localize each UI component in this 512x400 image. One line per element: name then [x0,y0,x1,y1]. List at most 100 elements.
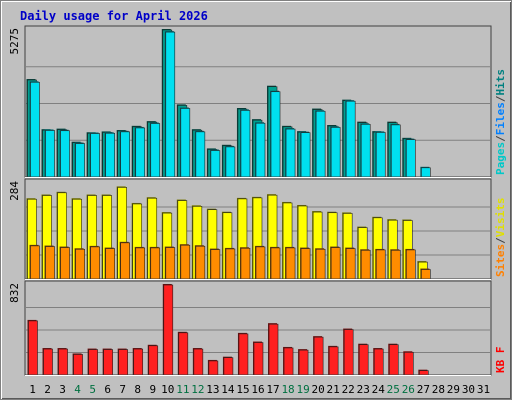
bar-kb-f [238,333,249,376]
x-tick-label: 10 [161,383,174,396]
x-tick-label: 27 [417,383,430,396]
bar-kb-f [118,349,128,376]
bar-files [255,122,266,178]
bar-files [135,127,146,178]
x-tick-label: 31 [477,383,490,396]
bar-kb-f [208,360,219,376]
bar-sites [225,248,236,280]
bar-files [150,123,161,178]
bar-files [375,132,386,178]
bar-files [195,131,206,178]
bar-sites [285,247,296,280]
bar-files [120,131,130,178]
chart-panels: 5275Pages/Files/Hits284Sites/Visits832KB… [8,25,507,376]
bar-sites [315,248,326,280]
bar-sites [300,248,311,280]
bar-kb-f [58,348,68,376]
bar-kb-f [28,320,38,376]
bar-kb-f [313,336,324,376]
bar-files [90,133,100,178]
bar-sites [105,248,115,280]
bar-files [421,167,431,178]
x-tick-label: 20 [312,383,325,396]
bar-kb-f [223,357,234,376]
x-axis-labels: 1 2 3 4 5 6 7 8 9 10 11 12 13 14 15 16 17 18 19 20 21 22 23 24 2… [29,383,490,396]
bar-sites [180,244,191,280]
bar-sites [210,249,221,280]
bar-sites [270,247,281,280]
bar-sites [330,247,341,280]
bar-files [300,132,311,178]
bar-sites [30,245,40,280]
bar-files [345,100,356,178]
bar-kb-f [358,344,369,376]
bar-sites [360,249,371,280]
bar-sites [406,249,416,280]
bar-files [360,124,371,178]
x-tick-label: 24 [372,383,386,396]
x-tick-label: 1 [29,383,36,396]
bar-sites [195,245,206,280]
x-tick-label: 6 [104,383,111,396]
legend-entry: / [494,135,507,142]
x-tick-label: 17 [266,383,279,396]
bar-kb-f [298,349,309,376]
x-tick-label: 13 [206,383,219,396]
bar-kb-f [43,348,53,376]
bar-files [165,31,176,178]
bar-kb-f [133,348,144,376]
bar-kb-f [253,342,264,376]
bar-kb-f [163,284,174,376]
bar-files [75,143,85,178]
x-tick-label: 12 [191,383,204,396]
bar-sites [150,247,161,280]
bar-kb-f [283,347,294,376]
bar-sites [120,242,130,280]
x-tick-label: 2 [44,383,51,396]
x-tick-label: 4 [74,383,81,396]
legend-entry: Sites [494,244,507,277]
bar-files [225,146,236,178]
x-tick-label: 29 [447,383,460,396]
legend-entry: Pages [494,142,507,175]
bar-sites [390,249,401,280]
panel-bottom: 832 KB F [8,280,507,376]
bar-sites [345,248,356,280]
legend-entry: Files [494,102,507,135]
bar-kb-f [148,345,159,376]
bar-kb-f [268,323,279,376]
bar-files [285,128,296,178]
bar-sites [60,247,70,280]
x-tick-label: 25 [387,383,400,396]
bar-files [30,81,40,178]
bar-files [330,127,341,178]
bar-kb-f [404,351,414,376]
x-tick-label: 9 [149,383,156,396]
chart-title: Daily usage for April 2026 [20,9,208,23]
y-max-label: 5275 [8,28,21,55]
legend-entry: KB F [494,347,507,374]
bar-files [210,150,221,178]
panel-legend: Sites/Visits [494,198,507,278]
bar-kb-f [373,348,384,376]
x-tick-label: 15 [236,383,249,396]
y-max-label: 284 [8,181,21,201]
x-tick-label: 19 [296,383,309,396]
x-tick-label: 23 [357,383,370,396]
bar-files [105,132,115,178]
legend-entry: Hits [494,69,507,96]
legend-entry: / [494,237,507,244]
legend-entry: Visits [494,198,507,238]
bar-kb-f [178,332,189,376]
x-tick-label: 3 [59,383,66,396]
bar-files [390,124,401,178]
bar-files [240,110,251,178]
bar-files [270,91,281,178]
bar-kb-f [193,348,204,376]
bar-sites [135,247,146,280]
x-tick-label: 22 [342,383,355,396]
x-tick-label: 7 [119,383,126,396]
panel-legend: Pages/Files/Hits [494,69,507,175]
